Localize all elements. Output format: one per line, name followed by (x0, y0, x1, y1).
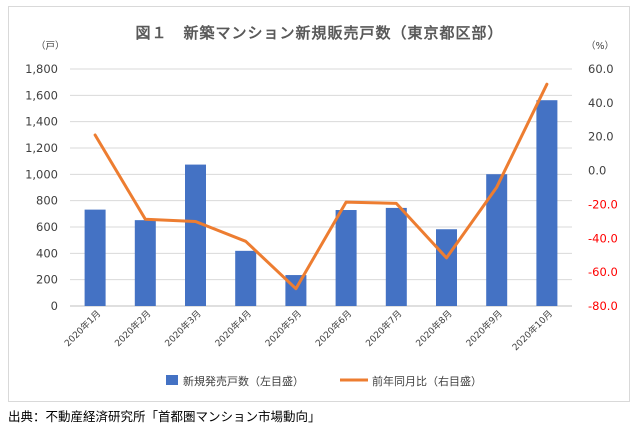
category-label: 2020年3月 (162, 308, 203, 349)
right-tick-label: -60.0 (588, 265, 618, 279)
left-tick-label: 1,400 (25, 115, 58, 129)
left-tick-label: 600 (36, 220, 58, 234)
bar (385, 207, 407, 306)
category-label: 2020年5月 (263, 308, 304, 349)
left-tick-label: 400 (36, 246, 58, 260)
category-label: 2020年4月 (212, 308, 253, 349)
bar (84, 209, 106, 306)
chart-title: 図１ 新築マンション新規販売戸数（東京都区部） (135, 24, 504, 42)
right-tick-label: 0.0 (588, 164, 606, 178)
source-note: 出典：不動産経済研究所「首都圏マンション市場動向」 (8, 409, 321, 424)
right-tick-label: -80.0 (588, 299, 618, 313)
bar (436, 229, 457, 306)
bar (486, 174, 508, 306)
category-label: 2020年7月 (363, 308, 404, 349)
category-label: 2020年1月 (62, 308, 103, 349)
right-tick-label: 60.0 (588, 62, 614, 76)
left-tick-label: 1,600 (25, 88, 58, 102)
right-tick-label: 20.0 (588, 130, 614, 144)
bar (235, 250, 257, 306)
left-axis-unit: （戸） (36, 40, 65, 52)
left-tick-label: 1,000 (25, 167, 58, 181)
chart-frame (8, 6, 630, 402)
bar (335, 210, 357, 306)
line-series (93, 82, 549, 291)
category-label: 2020年8月 (413, 308, 454, 349)
right-tick-label: 40.0 (588, 96, 614, 110)
left-tick-label: 1,200 (25, 141, 58, 155)
category-label: 2020年2月 (112, 308, 153, 349)
right-tick-label: -40.0 (588, 231, 618, 245)
category-label: 2020年6月 (313, 308, 354, 349)
left-tick-label: 800 (36, 194, 58, 208)
legend-line-label: 前年同月比（右目盛） (372, 374, 482, 388)
legend-bar-label: 新規発売戸数（左目盛） (183, 374, 304, 388)
bar (134, 220, 156, 306)
right-tick-label: -20.0 (588, 197, 618, 211)
legend-bar-swatch (166, 375, 178, 385)
right-axis-unit: （%） (586, 40, 614, 52)
left-tick-label: 0 (51, 299, 58, 313)
left-tick-label: 1,800 (25, 62, 58, 76)
bar (185, 164, 206, 306)
bar (536, 100, 558, 306)
category-label: 2020年10月 (510, 308, 556, 354)
category-label: 2020年9月 (463, 308, 504, 349)
left-tick-label: 200 (36, 273, 58, 287)
